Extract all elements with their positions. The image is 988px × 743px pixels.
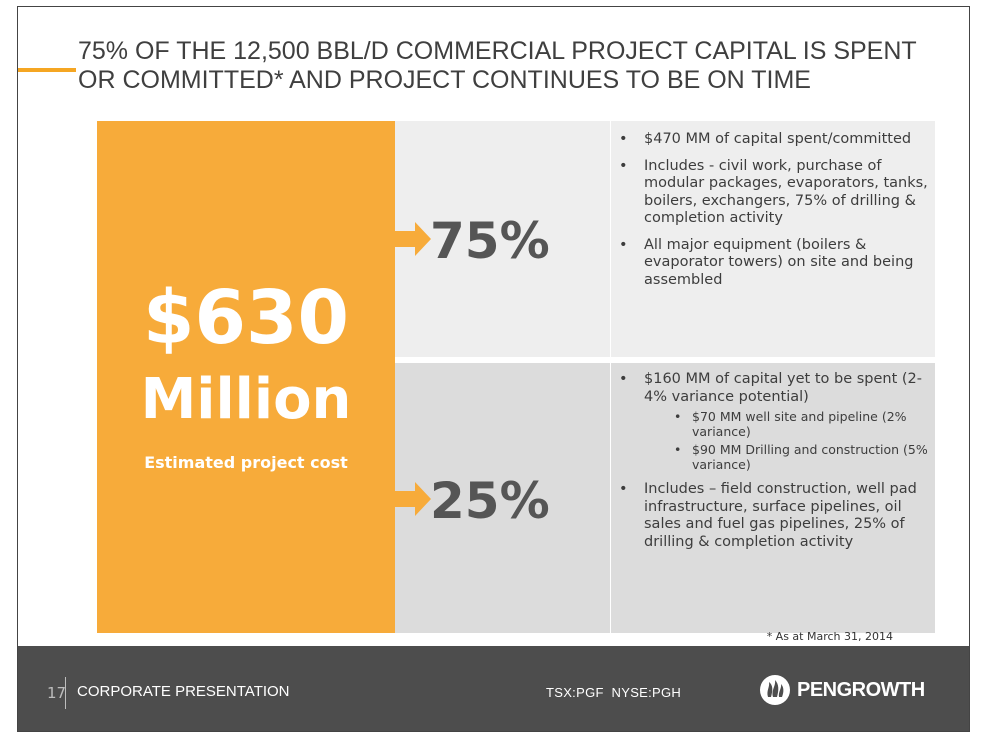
footnote: * As at March 31, 2014 xyxy=(766,630,893,643)
remaining-bullet-list: $160 MM of capital yet to be spent (2-4%… xyxy=(612,371,932,560)
panel-divider xyxy=(395,357,935,363)
cost-unit: Million xyxy=(140,367,352,432)
slide: 75% OF THE 12,500 BBL/D COMMERCIAL PROJE… xyxy=(17,6,970,732)
slide-title: 75% OF THE 12,500 BBL/D COMMERCIAL PROJE… xyxy=(78,37,917,94)
stock-tickers: TSX:PGF NYSE:PGH xyxy=(546,685,682,700)
variance-sub-bullet: $90 MM Drilling and construction (5% var… xyxy=(644,442,932,472)
cost-panel: $630 Million Estimated project cost xyxy=(97,121,395,633)
variance-sub-bullet: $70 MM well site and pipeline (2% varian… xyxy=(644,409,932,439)
remaining-bullet: Includes – field construction, well pad … xyxy=(612,481,932,551)
company-logo-text: PENGROWTH xyxy=(797,679,925,701)
footer-bar: 17 CORPORATE PRESENTATION TSX:PGF NYSE:P… xyxy=(18,646,969,731)
presentation-title: CORPORATE PRESENTATION xyxy=(77,683,290,700)
spent-column-divider xyxy=(610,121,611,357)
remaining-bullet-text: $160 MM of capital yet to be spent (2-4%… xyxy=(644,371,922,405)
spent-bullet: All major equipment (boilers & evaporato… xyxy=(612,237,932,290)
cost-caption: Estimated project cost xyxy=(144,453,348,472)
title-accent-line xyxy=(18,68,76,72)
remaining-bullet: $160 MM of capital yet to be spent (2-4%… xyxy=(612,371,932,472)
cost-amount: $630 xyxy=(143,275,349,361)
variance-sub-list: $70 MM well site and pipeline (2% varian… xyxy=(644,409,932,472)
spent-bullet: Includes - civil work, purchase of modul… xyxy=(612,158,932,228)
pengrowth-flame-icon xyxy=(760,675,790,705)
arrow-right-icon xyxy=(395,222,431,256)
arrow-right-icon xyxy=(395,482,431,516)
remaining-column-divider xyxy=(610,363,611,633)
page-number-divider xyxy=(65,677,66,709)
spent-percent: 75% xyxy=(430,212,550,270)
page-number: 17 xyxy=(47,684,67,702)
remaining-percent: 25% xyxy=(430,472,550,530)
spent-bullet-list: $470 MM of capital spent/committed Inclu… xyxy=(612,131,932,298)
spent-bullet: $470 MM of capital spent/committed xyxy=(612,131,932,149)
